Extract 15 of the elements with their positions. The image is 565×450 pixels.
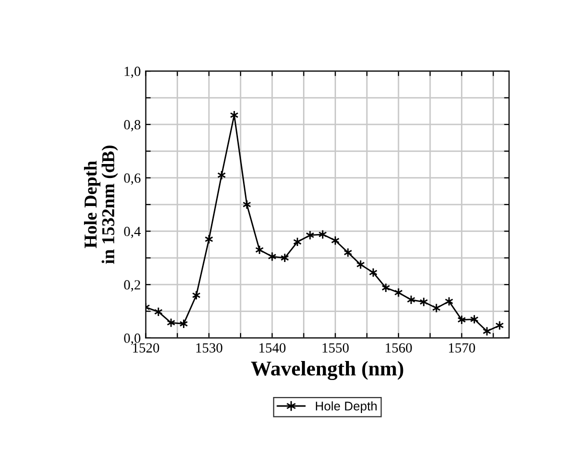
x-axis-title: Wavelength (nm): [251, 360, 404, 380]
y-tick-label: 0,0: [124, 334, 140, 345]
y-tick-label: 0,4: [124, 226, 141, 238]
x-tick-label: 1550: [322, 343, 349, 353]
y-tick-label: 1,0: [124, 66, 140, 78]
x-tick-label: 1530: [196, 343, 222, 353]
x-tick-label: 1540: [259, 343, 286, 353]
legend-label: Hole Depth: [316, 401, 377, 413]
x-tick-label: 1520: [133, 343, 160, 353]
y-tick-label: 0,6: [124, 173, 140, 185]
y-tick-label: 0,8: [124, 120, 140, 132]
x-tick-label: 1570: [449, 343, 476, 353]
y-tick-label: 0,2: [124, 280, 140, 292]
x-tick-label: 1560: [386, 343, 412, 353]
y-axis-title: Hole Depth in 1532nm (dB): [84, 146, 118, 264]
